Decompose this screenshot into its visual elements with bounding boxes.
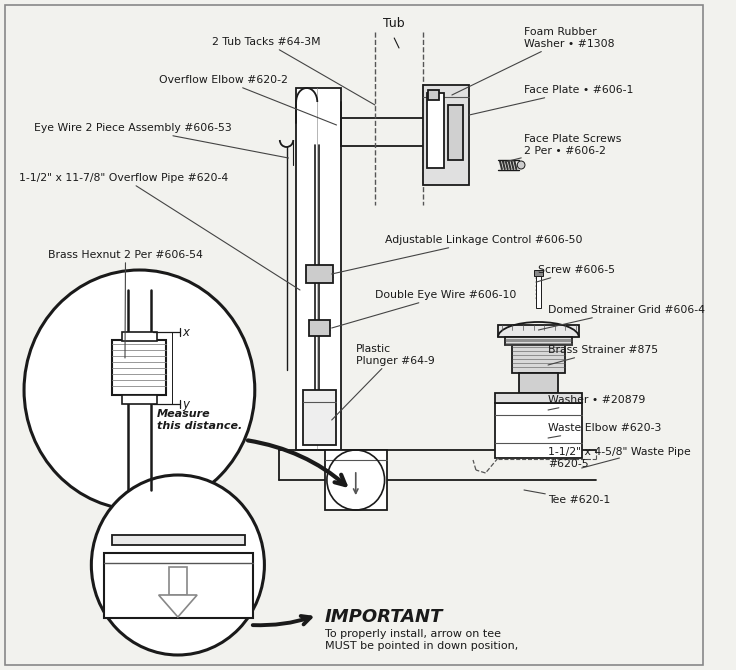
Bar — [519, 373, 558, 393]
Polygon shape — [159, 595, 197, 617]
Text: Domed Strainer Grid #606-4: Domed Strainer Grid #606-4 — [539, 305, 705, 330]
Bar — [534, 270, 543, 276]
Text: 2 Tub Tacks #64-3M: 2 Tub Tacks #64-3M — [211, 37, 375, 105]
Text: Tee #620-1: Tee #620-1 — [524, 490, 610, 505]
Bar — [498, 325, 578, 337]
Bar — [505, 337, 572, 345]
Text: Measure
this distance.: Measure this distance. — [157, 409, 242, 431]
Bar — [169, 567, 186, 595]
Text: x: x — [183, 326, 190, 338]
Bar — [308, 320, 330, 336]
Text: Screw #606-5: Screw #606-5 — [537, 265, 615, 282]
Bar — [122, 395, 157, 404]
Text: Waste Elbow #620-3: Waste Elbow #620-3 — [548, 423, 662, 438]
Bar — [122, 332, 157, 341]
Bar — [423, 85, 470, 185]
Text: Face Plate • #606-1: Face Plate • #606-1 — [470, 85, 634, 115]
Text: Adjustable Linkage Control #606-50: Adjustable Linkage Control #606-50 — [332, 235, 582, 274]
Bar — [536, 276, 541, 308]
Text: Eye Wire 2 Piece Assembly #606-53: Eye Wire 2 Piece Assembly #606-53 — [34, 123, 289, 158]
Text: Brass Hexnut 2 Per #606-54: Brass Hexnut 2 Per #606-54 — [48, 250, 203, 358]
Bar — [428, 90, 439, 100]
Text: y: y — [183, 397, 190, 411]
Text: Double Eye Wire #606-10: Double Eye Wire #606-10 — [332, 290, 517, 328]
Bar — [305, 265, 333, 283]
Circle shape — [24, 270, 255, 510]
Bar — [303, 390, 336, 445]
Bar — [512, 345, 565, 373]
Bar — [495, 403, 581, 458]
Text: Tub: Tub — [383, 17, 405, 30]
Text: Brass Strainer #875: Brass Strainer #875 — [548, 345, 658, 365]
Bar — [427, 93, 445, 168]
Text: IMPORTANT: IMPORTANT — [325, 608, 443, 626]
Bar — [113, 340, 166, 395]
Text: Face Plate Screws
2 Per • #606-2: Face Plate Screws 2 Per • #606-2 — [505, 134, 621, 162]
Text: Overflow Elbow #620-2: Overflow Elbow #620-2 — [159, 75, 336, 125]
Bar — [112, 535, 245, 545]
Circle shape — [517, 161, 525, 169]
Bar — [325, 450, 386, 510]
Text: To properly install, arrow on tee
MUST be pointed in down position,: To properly install, arrow on tee MUST b… — [325, 629, 518, 651]
Text: Foam Rubber
Washer • #1308: Foam Rubber Washer • #1308 — [452, 27, 615, 95]
Text: 1-1/2" x 11-7/8" Overflow Pipe #620-4: 1-1/2" x 11-7/8" Overflow Pipe #620-4 — [19, 173, 300, 290]
Text: 1-1/2" x 4-5/8" Waste Pipe
#620-5: 1-1/2" x 4-5/8" Waste Pipe #620-5 — [548, 447, 691, 469]
Bar — [448, 105, 464, 160]
Bar — [495, 393, 581, 403]
Bar — [296, 88, 342, 450]
Text: Plastic
Plunger #64-9: Plastic Plunger #64-9 — [332, 344, 434, 420]
Bar — [104, 553, 253, 618]
Text: Washer • #20879: Washer • #20879 — [548, 395, 645, 410]
Circle shape — [91, 475, 264, 655]
